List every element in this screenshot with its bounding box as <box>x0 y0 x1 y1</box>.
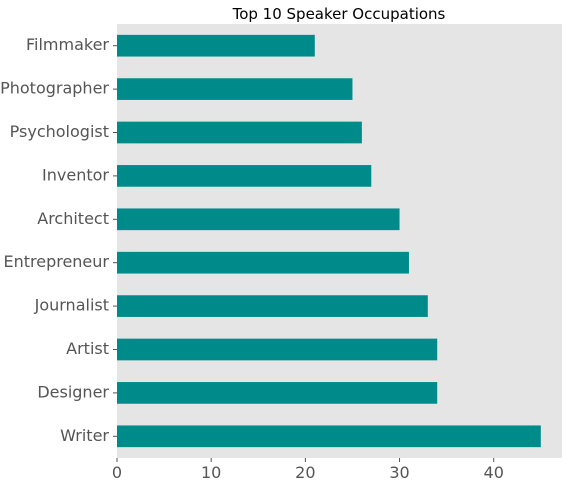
bar-designer <box>117 382 438 404</box>
bar-architect <box>117 208 400 231</box>
x-axis: 0 10 20 30 40 <box>112 458 504 482</box>
y-tick-label: Entrepreneur <box>3 252 109 271</box>
bar-writer <box>117 425 541 448</box>
y-tick-label: Designer <box>37 382 109 401</box>
y-tick-label: Writer <box>60 426 109 445</box>
x-tick-label: 10 <box>201 463 221 482</box>
bar-entrepreneur <box>117 251 409 274</box>
y-tick-label: Inventor <box>42 165 109 184</box>
bar-artist <box>117 338 438 361</box>
y-tick-label: Photographer <box>0 79 109 98</box>
y-axis: Writer Designer Artist Journalist Entreprene… <box>0 35 117 445</box>
chart-title: Top 10 Speaker Occupations <box>232 5 446 23</box>
x-tick-label: 0 <box>112 463 122 482</box>
bars-layer <box>117 34 541 448</box>
y-tick-label: Architect <box>37 209 109 228</box>
bar-psychologist <box>117 121 362 144</box>
y-tick-label: Filmmaker <box>26 35 109 54</box>
bar-inventor <box>117 165 372 187</box>
bar-photographer <box>117 78 353 100</box>
y-tick-label: Artist <box>66 339 109 358</box>
x-tick-label: 30 <box>389 463 409 482</box>
bar-filmmaker <box>117 34 315 57</box>
y-tick-label: Journalist <box>34 296 109 315</box>
y-tick-label: Psychologist <box>10 122 109 141</box>
x-tick-label: 40 <box>484 463 504 482</box>
x-tick-label: 20 <box>295 463 315 482</box>
bar-journalist <box>117 295 428 317</box>
